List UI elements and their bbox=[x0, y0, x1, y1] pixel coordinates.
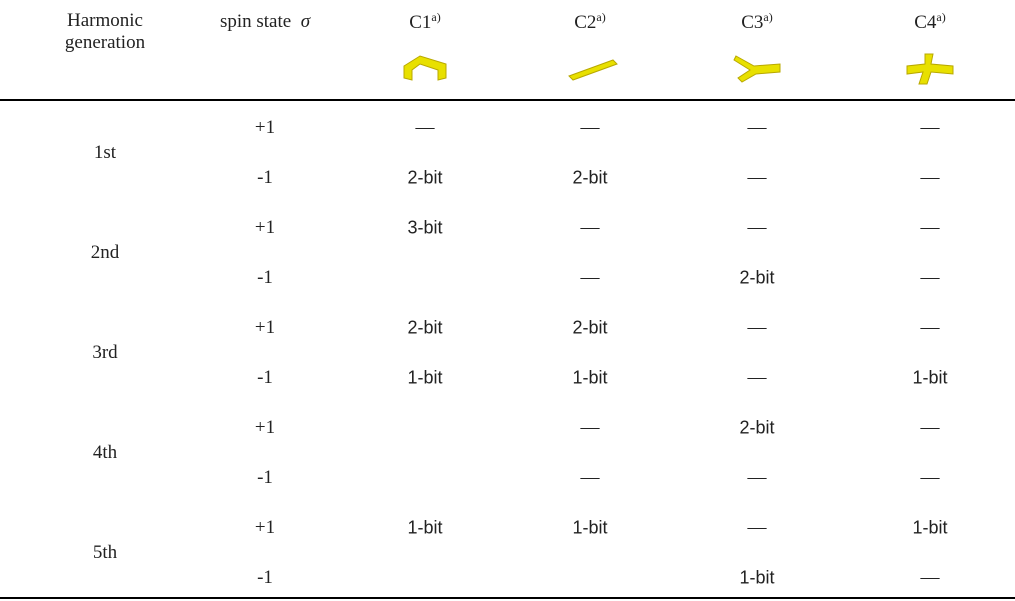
value-cell: — bbox=[921, 117, 940, 139]
bottom-rule bbox=[0, 597, 1015, 599]
value-cell: 1-bit bbox=[407, 368, 442, 389]
spin-cell: +1 bbox=[255, 117, 275, 139]
header-symbol: σ bbox=[301, 11, 310, 32]
c4-icon bbox=[903, 48, 959, 88]
spin-cell: +1 bbox=[255, 317, 275, 339]
value-cell: — bbox=[921, 167, 940, 189]
spin-cell: -1 bbox=[257, 367, 273, 389]
value-cell: — bbox=[748, 517, 767, 539]
header-cell: Harmonic generation bbox=[50, 10, 160, 54]
header-note: a) bbox=[596, 10, 605, 24]
spin-cell: -1 bbox=[257, 467, 273, 489]
group-label: 2nd bbox=[91, 242, 120, 264]
value-cell: 2-bit bbox=[572, 318, 607, 339]
header-cell: spin state σ bbox=[220, 11, 310, 33]
header-cell: C2a) bbox=[574, 10, 606, 34]
value-cell: — bbox=[416, 117, 435, 139]
spin-cell: -1 bbox=[257, 167, 273, 189]
value-cell: — bbox=[748, 167, 767, 189]
header-label: spin state bbox=[220, 11, 291, 32]
header-note: a) bbox=[936, 10, 945, 24]
value-cell: — bbox=[921, 417, 940, 439]
header-cell: C3a) bbox=[741, 10, 773, 34]
value-cell: — bbox=[921, 467, 940, 489]
value-cell: — bbox=[921, 267, 940, 289]
table-page: Harmonic generationspin state σC1a)C2a)C… bbox=[0, 0, 1015, 601]
value-cell: — bbox=[581, 417, 600, 439]
value-cell: 2-bit bbox=[407, 318, 442, 339]
group-label: 1st bbox=[94, 142, 116, 164]
value-cell: 1-bit bbox=[739, 568, 774, 589]
value-cell: — bbox=[581, 467, 600, 489]
value-cell: 1-bit bbox=[407, 518, 442, 539]
c1-icon bbox=[398, 50, 454, 86]
value-cell: 2-bit bbox=[407, 168, 442, 189]
value-cell: — bbox=[921, 567, 940, 589]
value-cell: 1-bit bbox=[572, 518, 607, 539]
value-cell: 1-bit bbox=[572, 368, 607, 389]
spin-cell: -1 bbox=[257, 567, 273, 589]
value-cell: — bbox=[748, 467, 767, 489]
value-cell: — bbox=[581, 267, 600, 289]
spin-cell: -1 bbox=[257, 267, 273, 289]
c3-icon bbox=[730, 48, 786, 88]
group-label: 4th bbox=[93, 442, 117, 464]
value-cell: — bbox=[921, 317, 940, 339]
header-label: C4 bbox=[914, 12, 936, 33]
value-cell: — bbox=[921, 217, 940, 239]
spin-cell: +1 bbox=[255, 517, 275, 539]
header-label: C2 bbox=[574, 12, 596, 33]
value-cell: — bbox=[581, 217, 600, 239]
value-cell: — bbox=[748, 117, 767, 139]
header-cell: C1a) bbox=[409, 10, 441, 34]
header-note: a) bbox=[763, 10, 772, 24]
header-cell: C4a) bbox=[914, 10, 946, 34]
value-cell: — bbox=[748, 217, 767, 239]
group-label: 3rd bbox=[92, 342, 117, 364]
header-label: C1 bbox=[409, 12, 431, 33]
value-cell: — bbox=[748, 317, 767, 339]
value-cell: 3-bit bbox=[407, 218, 442, 239]
value-cell: 2-bit bbox=[572, 168, 607, 189]
header-label: C3 bbox=[741, 12, 763, 33]
value-cell: — bbox=[748, 367, 767, 389]
value-cell: 1-bit bbox=[912, 518, 947, 539]
header-label: Harmonic generation bbox=[65, 10, 145, 53]
group-label: 5th bbox=[93, 542, 117, 564]
c2-icon bbox=[565, 54, 621, 84]
value-cell: 2-bit bbox=[739, 268, 774, 289]
value-cell: 1-bit bbox=[912, 368, 947, 389]
value-cell: 2-bit bbox=[739, 418, 774, 439]
spin-cell: +1 bbox=[255, 417, 275, 439]
header-rule bbox=[0, 99, 1015, 101]
spin-cell: +1 bbox=[255, 217, 275, 239]
header-note: a) bbox=[431, 10, 440, 24]
value-cell: — bbox=[581, 117, 600, 139]
